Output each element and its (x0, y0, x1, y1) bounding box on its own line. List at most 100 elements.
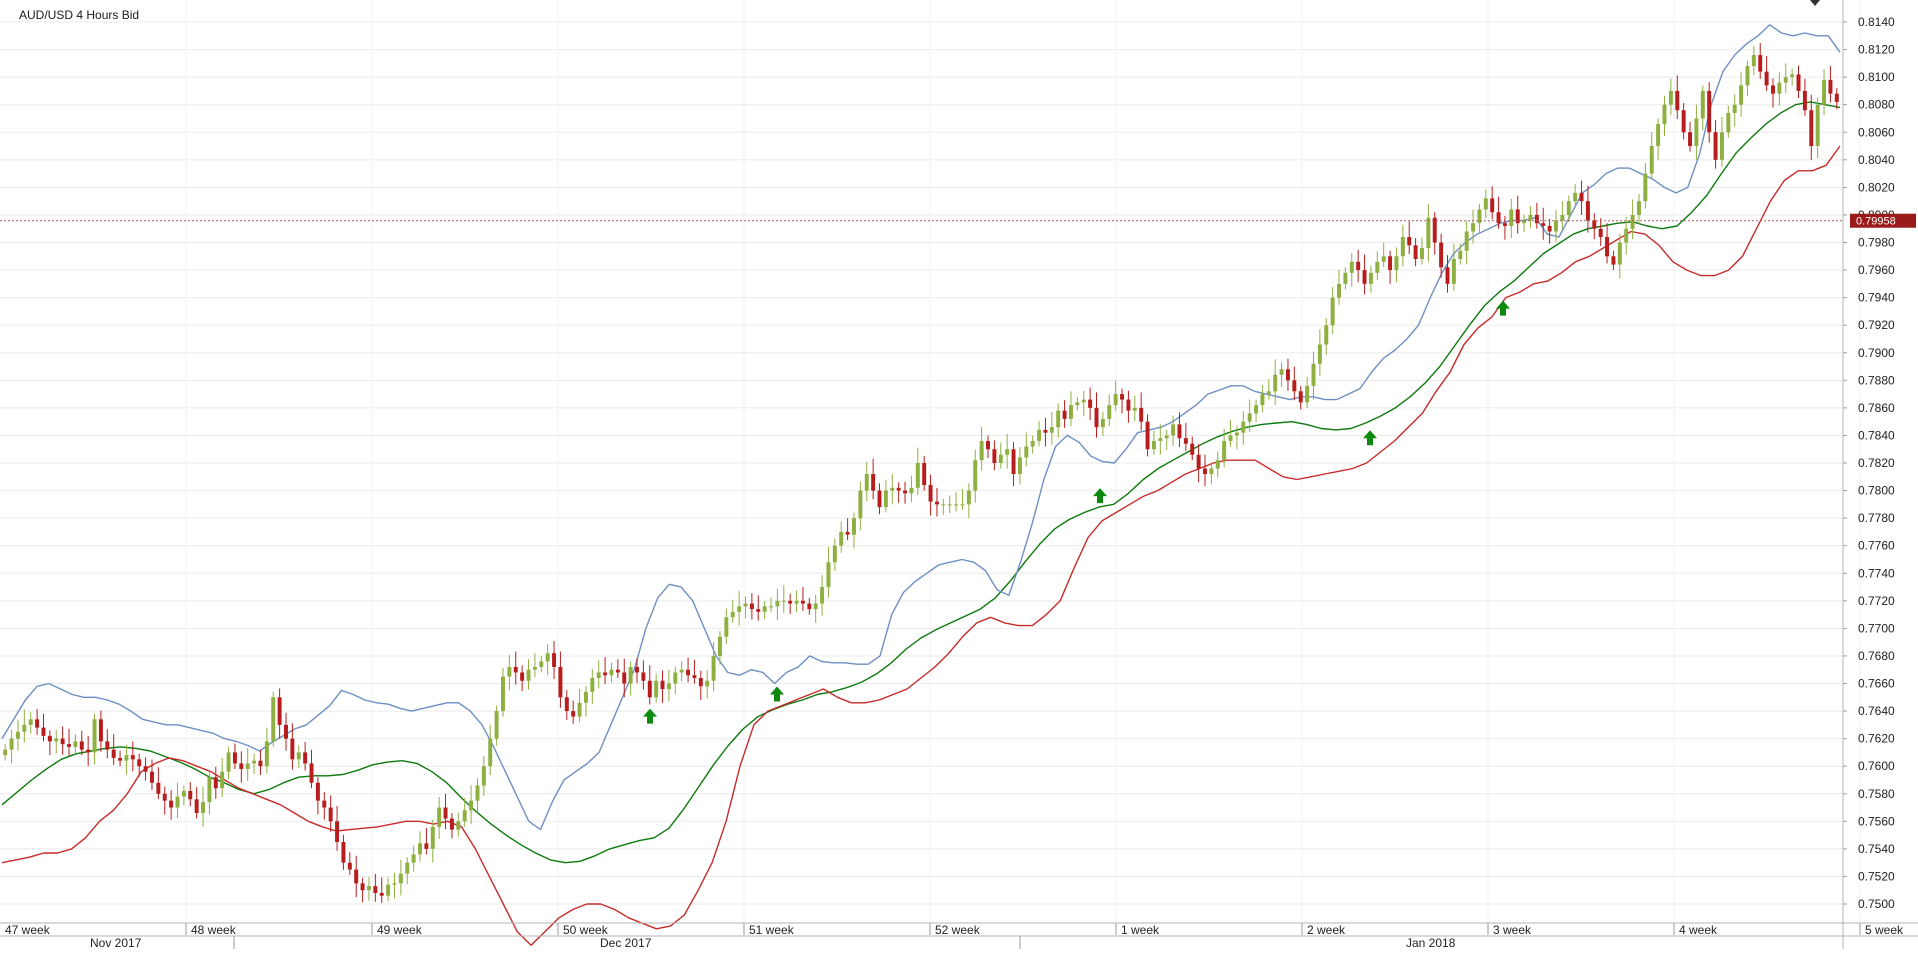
candle[interactable] (284, 724, 288, 739)
candle[interactable] (60, 738, 65, 745)
candle[interactable] (86, 749, 91, 753)
candle[interactable] (1662, 104, 1667, 124)
candle[interactable] (992, 449, 997, 463)
candle[interactable] (1694, 118, 1699, 147)
candle[interactable] (1394, 256, 1399, 271)
candle[interactable] (54, 738, 59, 742)
signal-layer[interactable] (643, 300, 1510, 724)
candle[interactable] (552, 653, 557, 667)
candle[interactable] (654, 680, 659, 698)
candle-layer[interactable] (3, 42, 1839, 903)
candle[interactable] (1598, 228, 1603, 237)
candle[interactable] (979, 440, 984, 461)
candle[interactable] (705, 680, 710, 687)
candle[interactable] (271, 697, 276, 742)
candle[interactable] (692, 675, 697, 678)
candle[interactable] (1081, 399, 1086, 403)
candle[interactable] (941, 504, 946, 506)
candle[interactable] (1151, 440, 1156, 450)
candle[interactable] (392, 883, 397, 885)
candle[interactable] (341, 841, 346, 863)
candle[interactable] (596, 672, 601, 678)
candle[interactable] (1579, 192, 1584, 202)
candle[interactable] (360, 883, 365, 891)
candle[interactable] (386, 884, 391, 896)
candle[interactable] (1311, 363, 1316, 386)
candle[interactable] (1483, 198, 1488, 210)
candle[interactable] (1464, 231, 1469, 251)
candle[interactable] (909, 487, 914, 494)
candle[interactable] (175, 796, 180, 808)
candle[interactable] (647, 680, 652, 698)
candle[interactable] (1190, 443, 1195, 455)
candle[interactable] (922, 463, 927, 486)
candle[interactable] (545, 653, 550, 662)
candle[interactable] (1477, 209, 1482, 224)
candle[interactable] (896, 487, 901, 491)
candle[interactable] (1126, 399, 1131, 411)
candle[interactable] (1164, 435, 1169, 439)
candle[interactable] (181, 790, 186, 797)
candle[interactable] (966, 490, 971, 505)
candle[interactable] (1247, 413, 1252, 422)
candle[interactable] (1534, 214, 1539, 224)
candle[interactable] (1113, 394, 1118, 406)
candle[interactable] (1062, 410, 1067, 419)
candle[interactable] (1560, 214, 1565, 221)
candle[interactable] (998, 454, 1003, 463)
candle[interactable] (418, 843, 422, 855)
candle[interactable] (469, 800, 474, 811)
candle[interactable] (883, 490, 888, 508)
candle[interactable] (724, 617, 729, 637)
candle[interactable] (1522, 220, 1527, 224)
candle[interactable] (558, 666, 563, 698)
candle[interactable] (1177, 424, 1182, 439)
candle[interactable] (673, 672, 678, 684)
candle[interactable] (290, 738, 295, 760)
candle[interactable] (15, 731, 20, 739)
candle[interactable] (3, 749, 8, 756)
candle[interactable] (162, 793, 167, 801)
candle[interactable] (1554, 220, 1558, 232)
candle[interactable] (462, 810, 467, 822)
candle[interactable] (1726, 112, 1731, 133)
candle[interactable] (169, 800, 174, 808)
candle[interactable] (1809, 110, 1814, 147)
candle[interactable] (220, 771, 225, 789)
candle[interactable] (775, 600, 780, 607)
candle[interactable] (1617, 242, 1622, 265)
candle[interactable] (826, 562, 831, 588)
candle[interactable] (1796, 74, 1801, 91)
candle[interactable] (756, 609, 761, 612)
candle[interactable] (839, 531, 844, 546)
candle[interactable] (1183, 438, 1188, 444)
candle[interactable] (1573, 192, 1578, 202)
candle[interactable] (1732, 104, 1737, 113)
buy-signal-arrow-icon[interactable] (643, 708, 657, 724)
candle[interactable] (1624, 228, 1629, 243)
candle[interactable] (143, 766, 148, 772)
candle[interactable] (660, 680, 665, 690)
candle[interactable] (1451, 259, 1456, 284)
candle[interactable] (794, 600, 799, 604)
candle[interactable] (1592, 220, 1597, 229)
candle[interactable] (1356, 261, 1361, 271)
candle[interactable] (411, 854, 416, 863)
candle[interactable] (1056, 410, 1061, 428)
candle[interactable] (788, 600, 793, 604)
candle[interactable] (934, 501, 939, 505)
candle[interactable] (1228, 435, 1233, 441)
candle[interactable] (1273, 374, 1278, 392)
candle[interactable] (47, 735, 52, 742)
candle[interactable] (666, 683, 671, 690)
candle[interactable] (1285, 369, 1290, 381)
candle[interactable] (1700, 90, 1705, 119)
buy-signal-arrow-icon[interactable] (770, 686, 784, 702)
candle[interactable] (711, 655, 716, 681)
candle[interactable] (124, 755, 129, 761)
candle[interactable] (501, 676, 505, 712)
candle[interactable] (769, 606, 774, 608)
candle[interactable] (526, 669, 531, 681)
candle[interactable] (1043, 429, 1048, 433)
